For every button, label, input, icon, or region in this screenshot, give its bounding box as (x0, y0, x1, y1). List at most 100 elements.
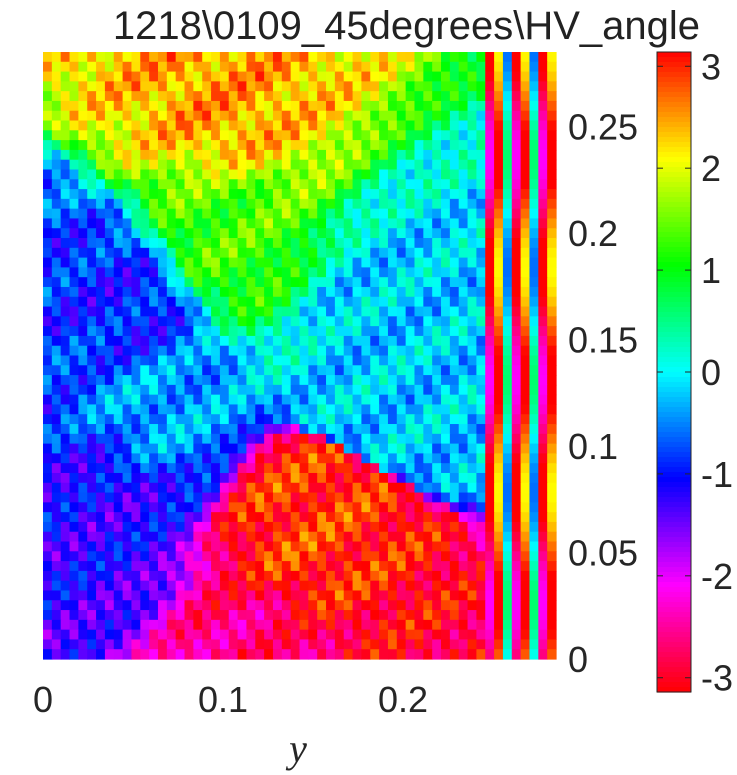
heatmap-cell (51, 257, 62, 268)
heatmap-cell (352, 228, 363, 239)
heatmap-cell (441, 541, 451, 552)
heatmap-cell (326, 218, 336, 229)
heatmap-cell (175, 267, 186, 278)
heatmap-cell (78, 570, 88, 582)
heatmap-cell (113, 365, 124, 376)
heatmap-cell (87, 639, 97, 650)
heatmap-cell (104, 521, 115, 533)
heatmap-cell (334, 453, 345, 464)
heatmap-cell (511, 218, 522, 229)
heatmap-cell (87, 149, 97, 161)
heatmap-cell (131, 570, 141, 582)
heatmap-cell (149, 52, 159, 63)
heatmap-cell (43, 570, 53, 582)
heatmap-cell (96, 551, 106, 562)
heatmap-cell (131, 316, 141, 327)
heatmap-cell (396, 404, 407, 415)
heatmap-cell (96, 100, 106, 112)
colorbar-segment (657, 597, 691, 603)
heatmap-cell (343, 169, 354, 180)
heatmap-cell (361, 649, 371, 660)
heatmap-cell (272, 52, 283, 63)
heatmap-cell (184, 335, 194, 347)
heatmap-cell (538, 159, 548, 171)
heatmap-cell (449, 228, 460, 239)
heatmap-cell (255, 277, 265, 288)
heatmap-cell (211, 600, 221, 611)
heatmap-cell (485, 394, 495, 406)
heatmap-cell (228, 267, 239, 278)
heatmap-cell (529, 649, 539, 660)
heatmap-cell (211, 424, 221, 435)
heatmap-cell (264, 561, 274, 572)
heatmap-cell (379, 130, 389, 141)
heatmap-cell (396, 277, 407, 288)
heatmap-cell (166, 629, 177, 641)
heatmap-cell (193, 277, 203, 288)
heatmap-cell (264, 140, 274, 151)
heatmap-cell (502, 326, 513, 337)
heatmap-cell (299, 247, 309, 259)
heatmap-cell (308, 600, 318, 611)
heatmap-cell (264, 610, 274, 621)
heatmap-cell (467, 335, 477, 347)
heatmap-cell (184, 218, 194, 229)
heatmap-cell (343, 140, 354, 151)
heatmap-cell (485, 649, 495, 660)
heatmap-cell (131, 169, 141, 180)
heatmap-cell (140, 81, 150, 92)
heatmap-cell (379, 208, 389, 220)
heatmap-cell (370, 71, 380, 82)
heatmap-cell (122, 247, 133, 259)
heatmap-cell (69, 502, 79, 513)
heatmap-cell (299, 91, 309, 102)
heatmap-cell (184, 639, 194, 650)
heatmap-cell (96, 404, 106, 415)
heatmap-cell (352, 247, 363, 259)
heatmap-cell (467, 91, 477, 102)
heatmap-cell (290, 414, 301, 425)
heatmap-cell (60, 443, 71, 454)
heatmap-cell (538, 179, 548, 190)
heatmap-cell (441, 610, 451, 621)
heatmap-cell (264, 257, 274, 268)
heatmap-cell (272, 649, 283, 660)
heatmap-cell (87, 610, 97, 621)
colorbar-segment (657, 532, 691, 538)
colorbar-segment (657, 257, 691, 263)
heatmap-cell (414, 551, 424, 562)
heatmap-cell (69, 218, 79, 229)
heatmap-cell (494, 492, 504, 503)
heatmap-cell (361, 277, 371, 288)
heatmap-cell (476, 110, 486, 122)
colorbar-segment (657, 482, 691, 488)
heatmap-cell (157, 629, 168, 641)
heatmap-cell (299, 296, 309, 308)
heatmap-cell (281, 110, 292, 122)
heatmap-cell (520, 561, 531, 572)
heatmap-cell (166, 120, 177, 131)
heatmap-cell (511, 326, 522, 337)
heatmap-cell (237, 52, 248, 63)
heatmap-cell (104, 218, 115, 229)
heatmap-cell (370, 326, 380, 337)
heatmap-cell (326, 365, 336, 376)
heatmap-cell (219, 492, 230, 503)
heatmap-cell (370, 375, 380, 386)
heatmap-cell (520, 463, 531, 474)
heatmap-cell (113, 502, 124, 513)
heatmap-cell (511, 394, 522, 406)
heatmap-cell (69, 198, 79, 210)
heatmap-cell (43, 365, 53, 376)
heatmap-cell (211, 277, 221, 288)
heatmap-cell (149, 159, 159, 171)
heatmap-cell (87, 394, 97, 406)
heatmap-cell (104, 580, 115, 592)
heatmap-cell (157, 531, 168, 543)
heatmap-cell (441, 81, 451, 92)
heatmap-cell (361, 52, 371, 63)
heatmap-cell (96, 189, 106, 200)
heatmap-cell (441, 306, 451, 317)
heatmap-cell (113, 375, 124, 386)
heatmap-cell (78, 169, 88, 180)
